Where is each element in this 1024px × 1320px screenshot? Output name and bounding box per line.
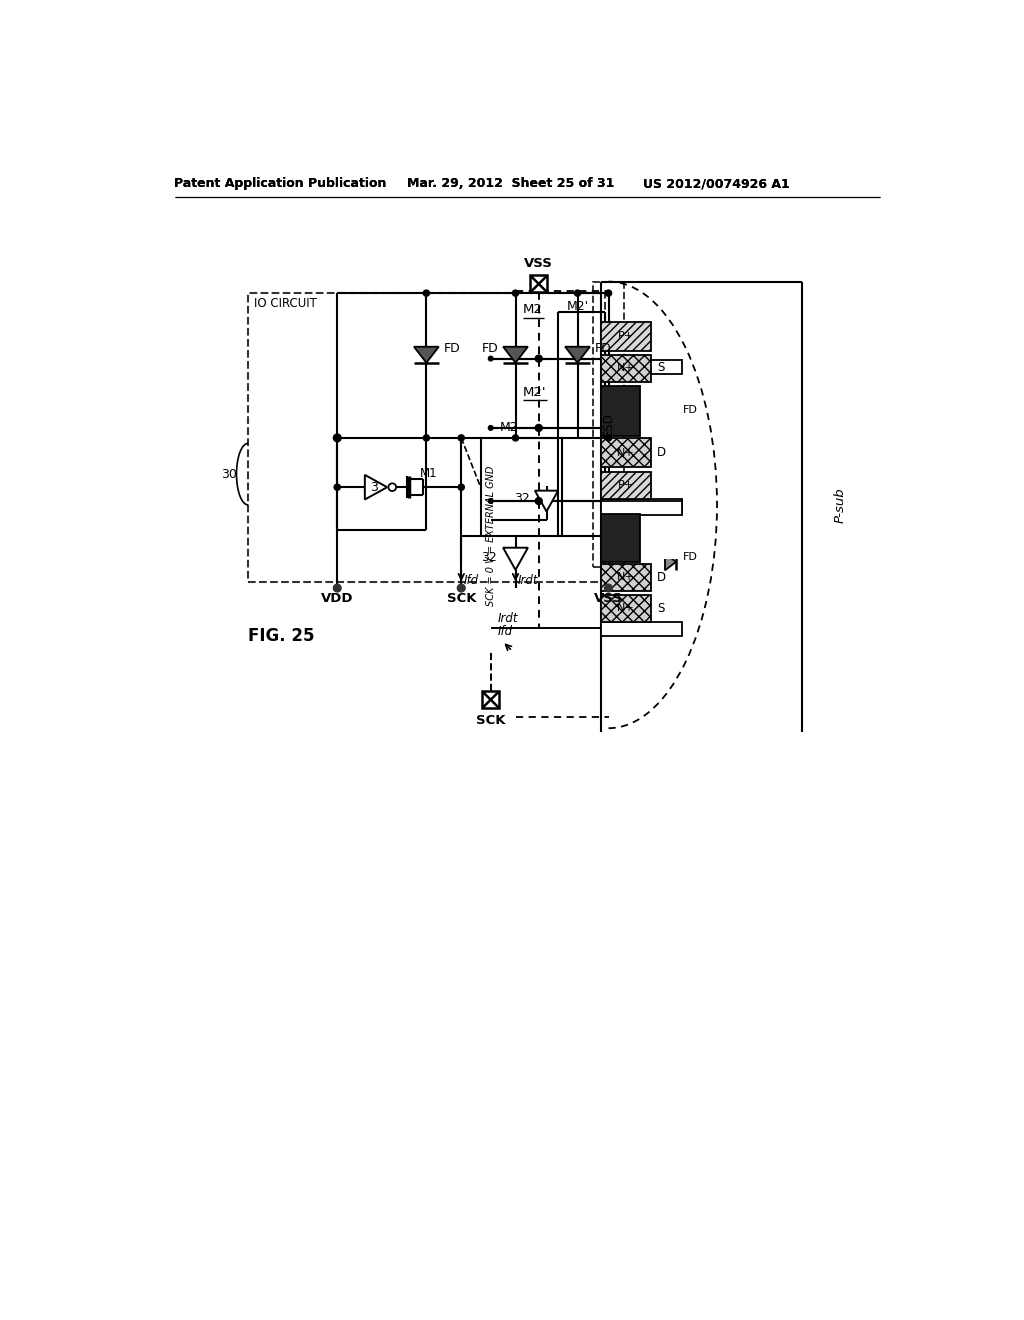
Text: D: D (657, 446, 667, 459)
Text: Mar. 29, 2012  Sheet 25 of 31: Mar. 29, 2012 Sheet 25 of 31 (407, 177, 614, 190)
Text: VSS: VSS (594, 591, 623, 605)
Text: SCK = 0 V = EXTERNAL GND: SCK = 0 V = EXTERNAL GND (486, 466, 496, 606)
Text: P+: P+ (617, 480, 634, 490)
Text: M2: M2 (523, 304, 543, 317)
Polygon shape (365, 475, 387, 499)
Text: IO CIRCUIT: IO CIRCUIT (254, 297, 317, 310)
Circle shape (488, 356, 493, 360)
Bar (593, 281, 624, 566)
Text: SCK: SCK (446, 591, 476, 605)
Text: FIG. 25: FIG. 25 (248, 627, 314, 644)
Circle shape (458, 434, 464, 441)
Circle shape (458, 484, 464, 490)
Bar (651, 385, 684, 433)
Circle shape (512, 290, 518, 296)
Text: US 2012/0074926 A1: US 2012/0074926 A1 (643, 177, 791, 190)
Circle shape (488, 425, 493, 430)
Circle shape (458, 585, 465, 591)
Text: Patent Application Publication: Patent Application Publication (174, 177, 387, 190)
Text: S: S (657, 362, 665, 375)
Text: FD: FD (683, 552, 697, 562)
Text: 32: 32 (514, 492, 529, 506)
Polygon shape (503, 347, 528, 363)
Text: 30: 30 (220, 467, 237, 480)
Text: S: S (657, 602, 665, 615)
Bar (601, 622, 682, 636)
Polygon shape (503, 548, 528, 570)
Polygon shape (565, 347, 590, 363)
Text: Patent Application Publication: Patent Application Publication (174, 177, 387, 190)
Text: Ifd: Ifd (464, 574, 478, 587)
Text: VSS: VSS (524, 257, 553, 271)
Text: M2': M2' (523, 385, 547, 399)
Circle shape (423, 290, 429, 296)
Bar (248, 293, 604, 582)
Text: VDD: VDD (321, 591, 353, 605)
Text: FD: FD (683, 405, 697, 416)
Bar (601, 595, 651, 622)
Circle shape (574, 290, 581, 296)
Bar (530, 276, 547, 293)
Text: Irdt: Irdt (498, 612, 518, 626)
Text: D: D (657, 570, 667, 583)
Text: N+: N+ (616, 603, 635, 612)
Bar (601, 385, 640, 436)
Text: Ifd: Ifd (498, 626, 513, 638)
Text: SCK: SCK (476, 714, 506, 727)
Circle shape (334, 484, 340, 490)
Bar (601, 564, 651, 591)
Text: Irdt: Irdt (518, 574, 539, 587)
Text: Mar. 29, 2012  Sheet 25 of 31: Mar. 29, 2012 Sheet 25 of 31 (407, 177, 614, 190)
Polygon shape (414, 347, 438, 363)
Circle shape (423, 434, 429, 441)
Bar (601, 502, 682, 515)
Text: M2: M2 (500, 421, 518, 434)
Text: P-sub: P-sub (834, 487, 846, 523)
Text: N+: N+ (616, 363, 635, 372)
Circle shape (334, 434, 341, 442)
Text: FD: FD (481, 342, 499, 355)
Circle shape (605, 290, 611, 296)
Bar (601, 515, 640, 562)
Bar (651, 516, 684, 558)
Circle shape (334, 585, 341, 591)
Circle shape (512, 434, 518, 441)
Text: N+: N+ (616, 447, 635, 458)
Bar (601, 360, 682, 374)
Text: N+: N+ (616, 573, 635, 582)
Bar (601, 471, 651, 499)
Circle shape (604, 585, 612, 591)
Text: US 2012/0074926 A1: US 2012/0074926 A1 (643, 177, 791, 190)
Text: FD: FD (595, 342, 611, 355)
Text: M2': M2' (566, 300, 589, 313)
Circle shape (536, 425, 543, 432)
Circle shape (388, 483, 396, 491)
Bar (601, 438, 651, 467)
Circle shape (536, 498, 543, 504)
Bar (601, 355, 651, 381)
Polygon shape (665, 407, 676, 424)
Text: M1: M1 (420, 467, 437, 480)
Text: 32: 32 (481, 550, 497, 564)
Bar (482, 692, 500, 708)
Polygon shape (665, 553, 676, 570)
Polygon shape (535, 491, 558, 511)
Text: P+: P+ (617, 331, 634, 342)
Text: ESD: ESD (602, 412, 615, 436)
Circle shape (536, 355, 543, 362)
Text: 3: 3 (371, 480, 379, 494)
Bar (601, 499, 682, 512)
Bar (601, 322, 651, 351)
Circle shape (605, 434, 611, 441)
Text: FD: FD (443, 342, 460, 355)
Circle shape (488, 499, 493, 503)
